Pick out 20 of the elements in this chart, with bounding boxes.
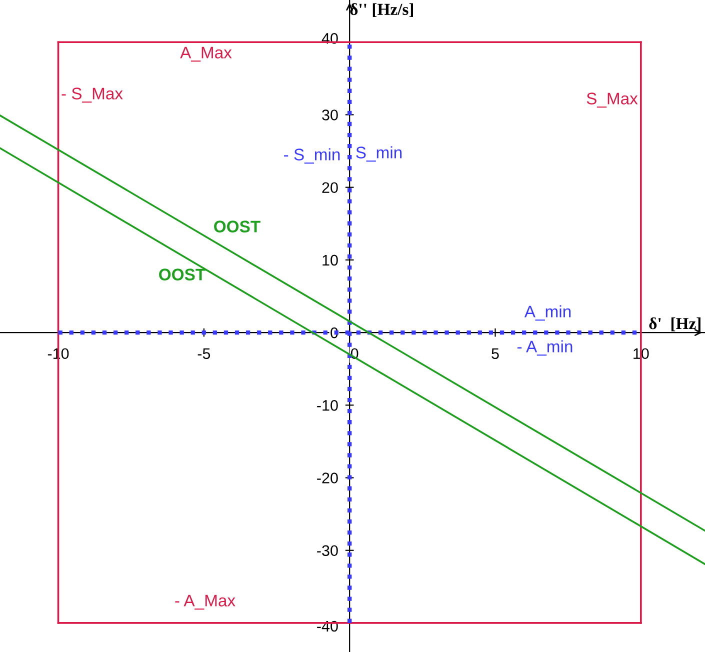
x-axis-title: δ' [Hz] <box>649 317 700 332</box>
annotation: S_min <box>356 146 402 162</box>
annotation: - A_Max <box>175 594 236 610</box>
y-tick-label: 20 <box>322 182 338 194</box>
annotation: S_Max <box>586 92 638 108</box>
y-tick-label: -10 <box>317 400 338 411</box>
y-tick-label: -30 <box>317 545 338 556</box>
y-tick-label: -20 <box>317 472 338 484</box>
annotation: - S_Max <box>62 88 123 103</box>
annotation: - A_min <box>517 340 572 356</box>
annotation: OOST <box>159 268 206 280</box>
y-tick-label: 10 <box>322 254 338 266</box>
annotation: A_Max <box>180 46 232 62</box>
annotation: OOST <box>214 220 260 232</box>
x-tick-label: -5 <box>198 348 210 360</box>
annotation: - S_min <box>284 148 340 164</box>
y-axis-title: δ'' [Hz/s] <box>350 3 414 18</box>
annotation: A_min <box>524 305 571 321</box>
y-tick-label: 30 <box>322 110 338 120</box>
x-tick-label: 5 <box>492 348 499 360</box>
